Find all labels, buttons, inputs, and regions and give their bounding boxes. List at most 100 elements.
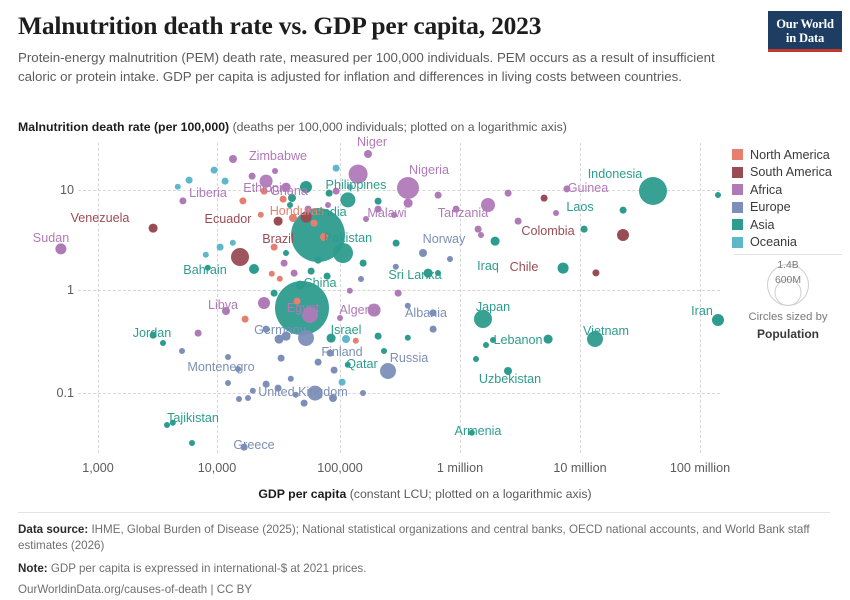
continent-legend[interactable]: North America South America Africa Europe As…: [732, 146, 844, 251]
data-point[interactable]: [194, 329, 202, 337]
data-point[interactable]: [293, 297, 301, 305]
data-point[interactable]: [290, 269, 298, 277]
data-point[interactable]: [323, 272, 331, 280]
data-point-tajikistan[interactable]: [169, 419, 177, 427]
data-point-norway[interactable]: [419, 249, 427, 257]
data-point[interactable]: [394, 289, 402, 297]
data-point[interactable]: [281, 182, 291, 192]
data-point[interactable]: [359, 259, 367, 267]
data-point[interactable]: [392, 239, 400, 247]
data-point-japan[interactable]: [474, 310, 492, 328]
data-point[interactable]: [338, 378, 346, 386]
data-point-colombia[interactable]: [617, 229, 629, 241]
data-point-libya[interactable]: [222, 307, 230, 315]
data-point[interactable]: [374, 205, 382, 213]
data-point[interactable]: [160, 340, 166, 346]
data-point-armenia[interactable]: [468, 429, 476, 437]
data-point[interactable]: [330, 366, 338, 374]
data-point[interactable]: [279, 195, 287, 203]
data-point[interactable]: [346, 287, 354, 295]
data-point-malawi[interactable]: [403, 198, 413, 208]
data-point[interactable]: [715, 192, 721, 198]
data-point[interactable]: [277, 354, 285, 362]
data-point[interactable]: [260, 187, 268, 195]
data-point-chile[interactable]: [592, 269, 600, 277]
data-point-ethiopia[interactable]: [348, 164, 368, 184]
data-point-greece[interactable]: [240, 443, 248, 451]
data-point-niger[interactable]: [364, 150, 372, 158]
data-point-venezuela[interactable]: [148, 223, 158, 233]
data-point[interactable]: [452, 205, 460, 213]
data-point-iran[interactable]: [712, 314, 724, 326]
data-point[interactable]: [300, 211, 312, 223]
data-point[interactable]: [249, 264, 259, 274]
data-point[interactable]: [490, 236, 500, 246]
data-point[interactable]: [332, 164, 340, 172]
data-point[interactable]: [236, 396, 242, 402]
data-point-indonesia[interactable]: [639, 177, 667, 205]
data-point[interactable]: [258, 297, 270, 309]
data-point[interactable]: [295, 280, 305, 290]
legend-item-asia[interactable]: Asia: [732, 216, 844, 234]
data-point[interactable]: [164, 422, 170, 428]
data-point-united-kingdom[interactable]: [307, 385, 323, 401]
data-point[interactable]: [474, 225, 482, 233]
data-point[interactable]: [434, 191, 442, 199]
data-point[interactable]: [314, 256, 322, 264]
data-point[interactable]: [179, 348, 185, 354]
data-point[interactable]: [287, 375, 295, 383]
data-point-finland[interactable]: [326, 349, 334, 357]
data-point-germany[interactable]: [298, 330, 314, 346]
data-point[interactable]: [342, 335, 350, 343]
data-point[interactable]: [580, 225, 588, 233]
data-point-china[interactable]: [275, 281, 329, 335]
data-point[interactable]: [216, 243, 224, 251]
data-point[interactable]: [257, 211, 265, 219]
data-point-brazil[interactable]: [231, 248, 249, 266]
data-point-lebanon[interactable]: [483, 342, 489, 348]
data-point[interactable]: [374, 197, 382, 205]
data-point[interactable]: [404, 334, 412, 342]
data-point[interactable]: [304, 205, 312, 213]
data-point[interactable]: [478, 232, 484, 238]
data-point[interactable]: [174, 183, 182, 191]
data-point[interactable]: [473, 356, 479, 362]
data-point[interactable]: [274, 334, 284, 344]
data-point-sri-lanka[interactable]: [423, 268, 433, 278]
footer-link[interactable]: OurWorldinData.org/causes-of-death | CC …: [18, 583, 253, 597]
data-point-israel[interactable]: [326, 333, 336, 343]
data-point[interactable]: [391, 212, 397, 218]
data-point[interactable]: [337, 315, 343, 321]
data-point[interactable]: [270, 289, 278, 297]
data-point-nigeria[interactable]: [397, 177, 419, 199]
data-point[interactable]: [276, 275, 284, 283]
data-point-jordan[interactable]: [149, 331, 157, 339]
data-point[interactable]: [325, 202, 331, 208]
data-point[interactable]: [292, 391, 300, 399]
data-point-zimbabwe[interactable]: [229, 155, 237, 163]
data-point[interactable]: [490, 337, 496, 343]
data-point[interactable]: [504, 189, 512, 197]
data-point[interactable]: [363, 216, 369, 222]
data-point-russia[interactable]: [380, 363, 396, 379]
data-point[interactable]: [325, 189, 333, 197]
data-point[interactable]: [347, 184, 353, 190]
data-point-ghana[interactable]: [259, 174, 273, 188]
data-point[interactable]: [540, 194, 548, 202]
data-point[interactable]: [320, 233, 328, 241]
data-point[interactable]: [358, 276, 364, 282]
data-point[interactable]: [281, 331, 291, 341]
data-point[interactable]: [229, 239, 237, 247]
data-point[interactable]: [283, 250, 289, 256]
data-point[interactable]: [225, 380, 231, 386]
data-point[interactable]: [329, 394, 337, 402]
data-point[interactable]: [447, 256, 453, 262]
data-point[interactable]: [262, 380, 270, 388]
data-point[interactable]: [429, 325, 437, 333]
data-point[interactable]: [288, 194, 296, 202]
data-point[interactable]: [314, 358, 322, 366]
legend-item-north-america[interactable]: North America: [732, 146, 844, 164]
data-point[interactable]: [310, 219, 318, 227]
data-point[interactable]: [374, 332, 382, 340]
data-point[interactable]: [202, 251, 210, 259]
